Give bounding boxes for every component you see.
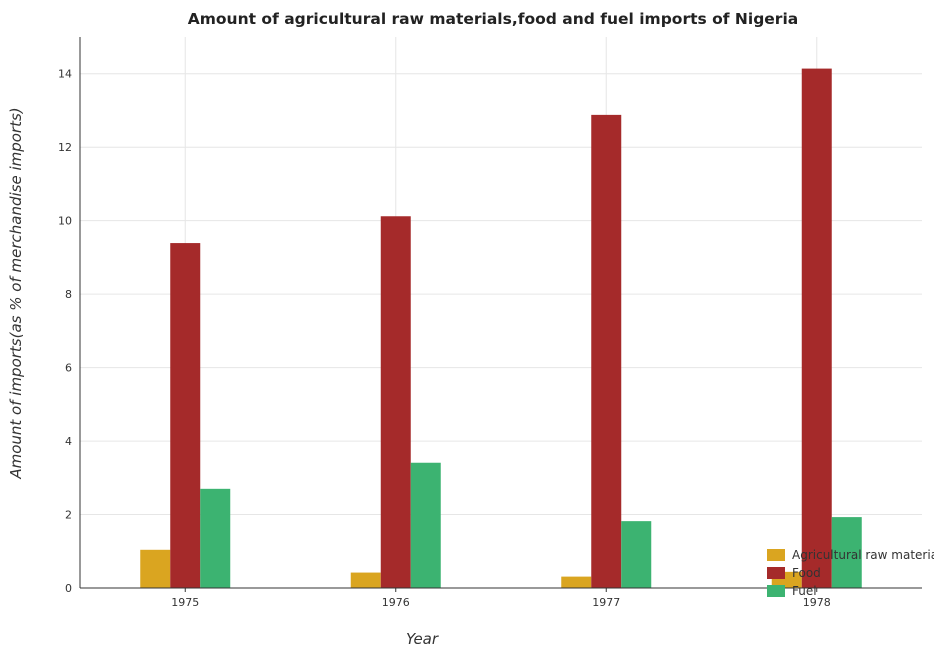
bars [140, 68, 862, 588]
legend-label: Food [792, 566, 821, 580]
chart-title: Amount of agricultural raw materials,foo… [188, 10, 798, 28]
x-tick-label: 1975 [171, 596, 199, 609]
legend-label: Fuel [792, 584, 817, 598]
y-tick-label: 8 [65, 288, 72, 301]
y-tick-label: 10 [58, 215, 72, 228]
bar [140, 549, 171, 588]
bar [380, 216, 411, 588]
x-tick-label: 1978 [803, 596, 831, 609]
legend: Agricultural raw materials Food Fuel [767, 548, 934, 598]
y-tick-label: 12 [58, 141, 72, 154]
x-tick-label: 1976 [382, 596, 410, 609]
bar [831, 517, 862, 588]
y-tick-label: 6 [65, 362, 72, 375]
x-axis-label: Year [406, 630, 439, 648]
y-tick-label: 14 [58, 68, 72, 81]
bar [200, 488, 231, 588]
y-axis-label: Amount of imports(as % of merchandise im… [7, 107, 25, 479]
bar [350, 572, 381, 588]
y-tick-label: 4 [65, 435, 72, 448]
legend-swatch [767, 549, 785, 561]
bar [561, 576, 592, 588]
legend-label: Agricultural raw materials [792, 548, 934, 562]
legend-swatch [767, 567, 785, 579]
bar [621, 521, 652, 588]
bar [170, 243, 201, 588]
bar [410, 462, 441, 588]
legend-swatch [767, 585, 785, 597]
bar [591, 114, 622, 588]
x-tick-label: 1977 [592, 596, 620, 609]
y-tick-label: 0 [65, 582, 72, 595]
bar [801, 68, 832, 588]
y-tick-label: 2 [65, 509, 72, 522]
